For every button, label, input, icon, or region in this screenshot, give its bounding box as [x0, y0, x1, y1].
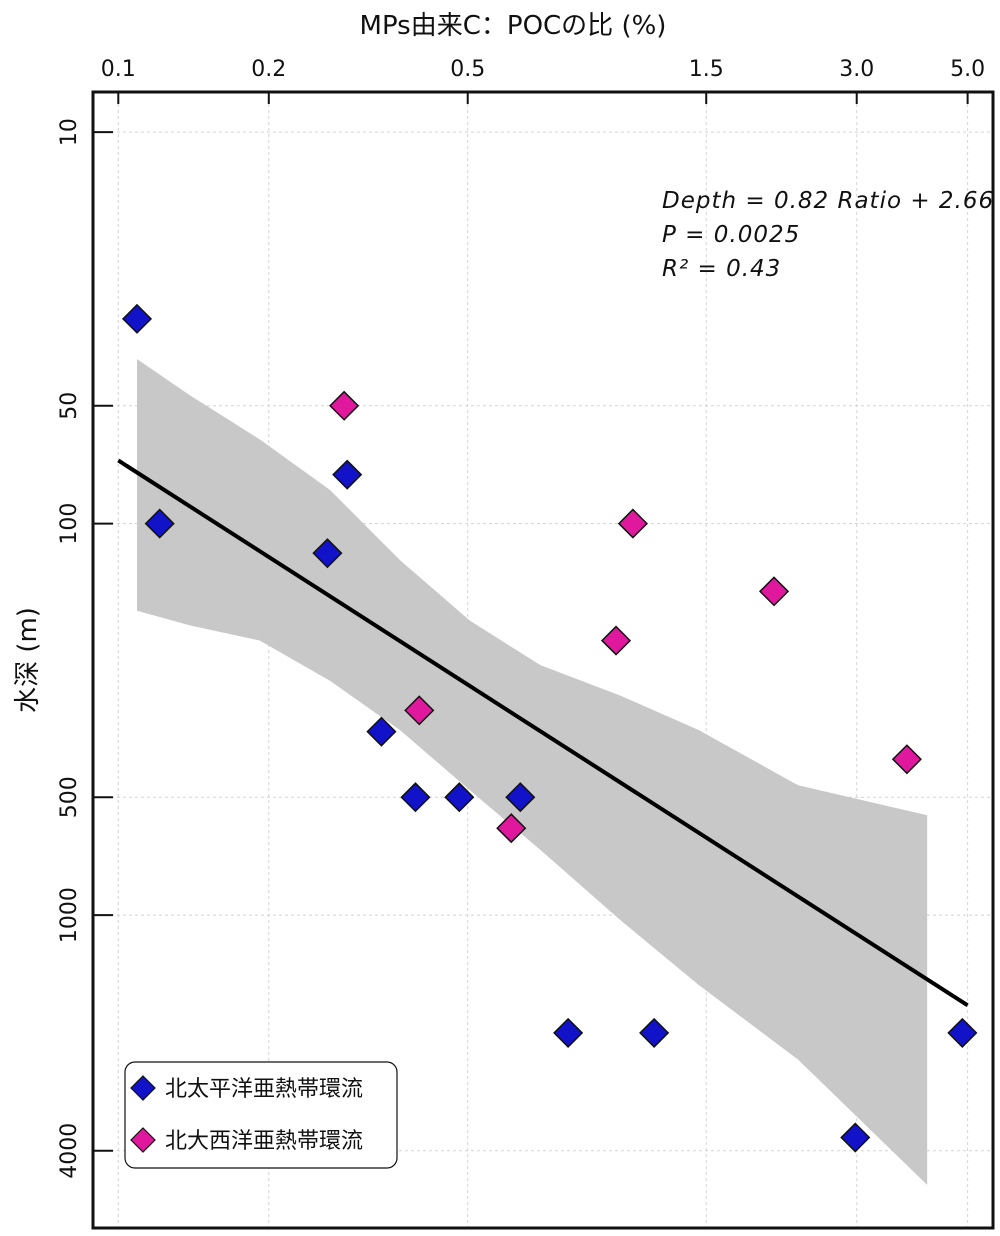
x-tick-label: 3.0 [839, 57, 874, 82]
y-tick-label: 100 [57, 503, 82, 545]
annotation: Depth = 0.82 Ratio + 2.66 [662, 188, 994, 214]
x-axis-label: MPs由来C：POCの比 (%) [360, 11, 667, 41]
point [329, 390, 360, 421]
confidence-band [137, 359, 928, 1185]
point [444, 782, 475, 813]
x-tick-label: 0.1 [101, 57, 136, 82]
annotation: P = 0.0025 [662, 222, 800, 248]
point [758, 576, 790, 607]
fit-line [117, 458, 969, 1007]
point [617, 508, 648, 539]
point [840, 1122, 871, 1153]
legend-box [124, 1061, 398, 1169]
point [496, 813, 527, 844]
y-axis-label: 水深 (m) [13, 607, 43, 713]
point [332, 459, 363, 490]
x-tick-label: 0.2 [251, 57, 286, 82]
y-tick-label: 500 [57, 776, 82, 818]
point [144, 508, 175, 539]
legend-label: 北大西洋亜熱帯環流 [165, 1129, 363, 1154]
point [947, 1017, 978, 1048]
point [600, 625, 632, 656]
point [505, 782, 536, 813]
point [400, 782, 431, 813]
y-tick-label: 1000 [57, 887, 82, 943]
point [639, 1017, 670, 1048]
annotation: R² = 0.43 [662, 256, 781, 282]
point [312, 538, 343, 569]
x-tick-label: 1.5 [689, 57, 724, 82]
plot-frame [91, 90, 995, 1230]
point [553, 1017, 584, 1048]
y-tick-label: 10 [57, 118, 82, 146]
legend-label: 北太平洋亜熱帯環流 [165, 1077, 363, 1102]
x-tick-label: 0.5 [450, 57, 485, 82]
point [121, 303, 153, 334]
point [891, 744, 922, 775]
x-tick-label: 5.0 [950, 57, 985, 82]
legend-marker [130, 1127, 156, 1153]
y-tick-label: 50 [57, 392, 82, 420]
y-tick-label: 4000 [57, 1123, 82, 1179]
point [366, 716, 397, 747]
point [404, 695, 435, 726]
legend-marker [130, 1075, 156, 1101]
